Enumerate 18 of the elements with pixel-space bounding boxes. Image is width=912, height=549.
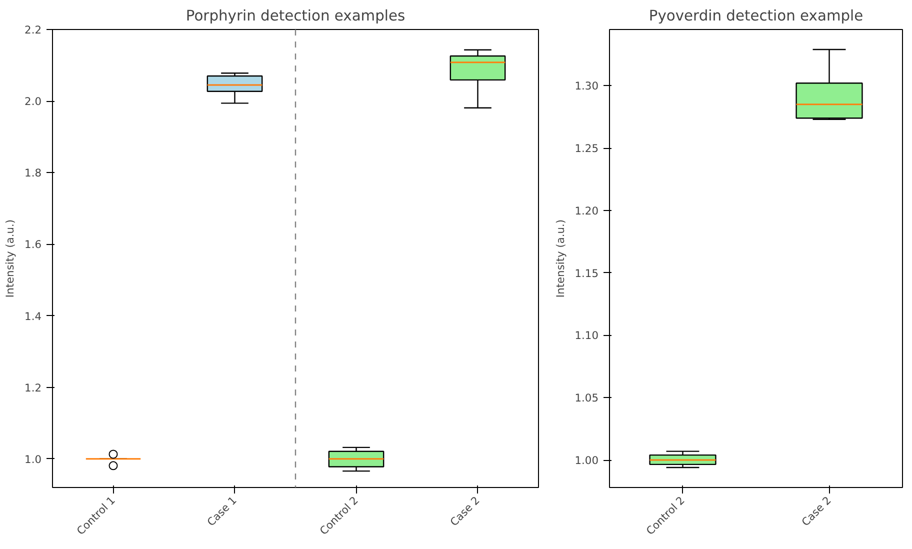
y-axis-title: Intensity (a.u.) xyxy=(554,219,567,298)
y-axis-title: Intensity (a.u.) xyxy=(4,219,17,298)
chart-title: Pyoverdin detection example xyxy=(648,8,864,24)
y-tick-label: 1.25 xyxy=(574,142,599,156)
y-tick-label: 1.4 xyxy=(24,310,42,323)
y-tick-label: 1.6 xyxy=(24,238,42,252)
y-tick-label: 1.30 xyxy=(574,80,599,93)
y-tick-label: 2.0 xyxy=(24,95,42,108)
y-tick-label: 1.00 xyxy=(574,454,599,468)
y-tick-label: 1.15 xyxy=(574,266,599,280)
y-tick-label: 1.0 xyxy=(24,452,42,466)
y-tick-label: 1.05 xyxy=(574,392,599,405)
chart-title: Porphyrin detection examples xyxy=(186,8,406,24)
y-tick-label: 1.2 xyxy=(24,381,42,394)
y-tick-label: 2.2 xyxy=(24,24,42,36)
y-tick-label: 1.20 xyxy=(574,204,599,218)
y-tick-label: 1.10 xyxy=(574,329,599,342)
y-tick-label: 1.8 xyxy=(24,166,42,180)
